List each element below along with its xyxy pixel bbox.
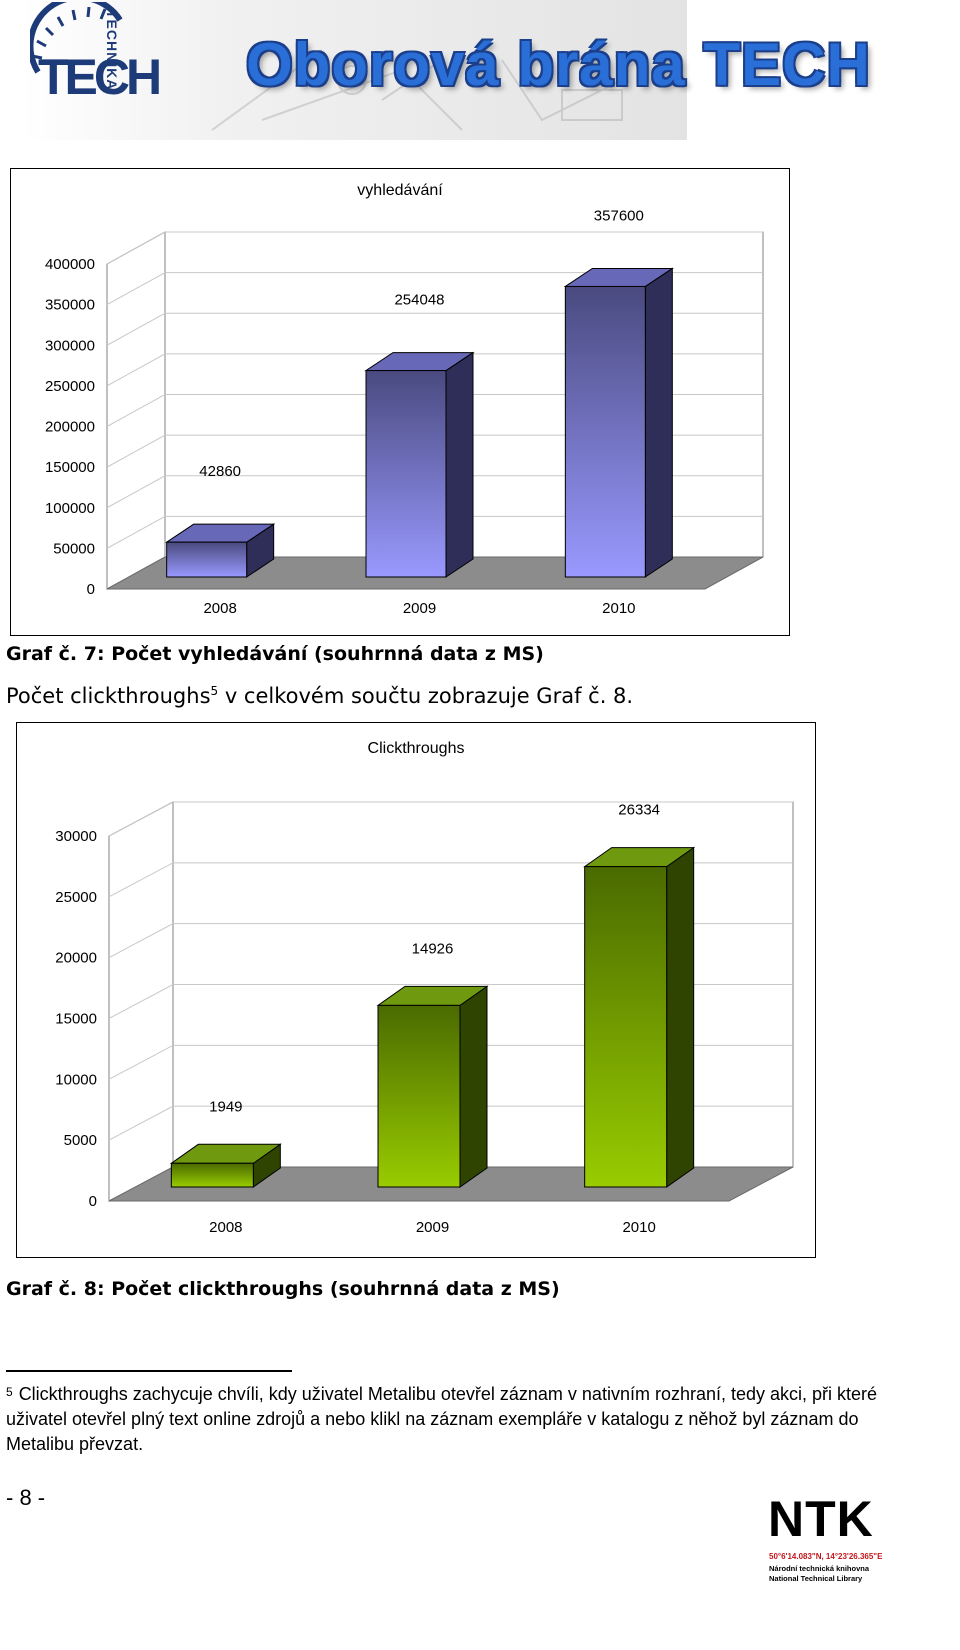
y-tick-label: 0 xyxy=(89,1193,97,1210)
chart-plot: 0 5000 10000 15000 20000 25000 30000 1949 2008 14… xyxy=(55,801,794,1236)
sketch-background xyxy=(211,49,623,131)
y-tick-label: 5000 xyxy=(64,1132,97,1149)
data-label: 357600 xyxy=(594,207,644,224)
y-tick-label: 25000 xyxy=(55,889,97,906)
gridline xyxy=(108,862,793,898)
footnote-divider xyxy=(6,1370,292,1372)
y-tick-label: 200000 xyxy=(45,419,95,436)
y-tick-label: 300000 xyxy=(45,337,95,354)
header-banner xyxy=(22,0,687,140)
x-tick-label: 2008 xyxy=(203,600,236,617)
y-tick-label: 20000 xyxy=(55,950,97,967)
bar-side xyxy=(644,267,673,578)
x-tick-label: 2008 xyxy=(209,1219,242,1236)
footnote-ref[interactable]: 5 xyxy=(210,684,219,698)
chart-plot: 0 50000 100000 150000 200000 250000 300000 3500… xyxy=(45,207,764,617)
ntk-name-en: National Technical Library xyxy=(769,1574,863,1583)
chart-clickthroughs: Clickthroughs 0 5000 10000 15000 20000 25000 3… xyxy=(16,722,816,1258)
bar xyxy=(564,285,646,578)
y-tick-label: 0 xyxy=(87,581,95,598)
banner-title: Oborová brána TECH xyxy=(246,31,871,98)
chart-title: vyhledávání xyxy=(357,182,443,199)
y-tick-label: 50000 xyxy=(53,540,95,557)
gridline xyxy=(106,272,763,306)
data-label: 1949 xyxy=(209,1098,242,1115)
caption-graf-7: Graf č. 7: Počet vyhledávání (souhrnná d… xyxy=(6,643,544,665)
gridline xyxy=(106,515,763,549)
data-label: 254048 xyxy=(394,292,444,309)
body-text-after: v celkovém součtu zobrazuje Graf č. 8. xyxy=(218,684,634,708)
y-tick-label: 350000 xyxy=(45,297,95,314)
caption-graf-8: Graf č. 8: Počet clickthroughs (souhrnná… xyxy=(6,1278,560,1300)
x-tick-label: 2010 xyxy=(602,600,635,617)
y-tick-label: 250000 xyxy=(45,378,95,395)
logo-text: TECH xyxy=(38,49,162,105)
gridline xyxy=(106,231,763,265)
bar xyxy=(166,541,248,578)
y-tick-label: 100000 xyxy=(45,500,95,517)
data-label: 14926 xyxy=(412,940,454,957)
bar-side xyxy=(666,846,695,1188)
bar xyxy=(584,866,668,1188)
y-tick-label: 15000 xyxy=(55,1011,97,1028)
gridline xyxy=(106,312,763,346)
body-text: Počet clickthroughs5 v celkovém součtu z… xyxy=(6,684,633,708)
gridline xyxy=(108,801,793,837)
chart-vyhledavani: vyhledávání 0 50000 100000 150000 200000 2500… xyxy=(10,168,790,636)
gridline xyxy=(106,475,763,509)
x-tick-label: 2010 xyxy=(622,1219,655,1236)
y-tick-label: 30000 xyxy=(55,828,97,845)
bar xyxy=(377,1004,461,1188)
gridline xyxy=(106,394,763,427)
footnote: 5 Clickthroughs zachycuje chvíli, kdy uži… xyxy=(6,1382,926,1457)
x-tick-label: 2009 xyxy=(416,1219,449,1236)
ntk-logo: NTK 50°6'14.083"N, 14°23'26.365"E Národn… xyxy=(768,1490,908,1650)
page-number: - 8 - xyxy=(6,1485,46,1510)
footnote-text: Clickthroughs zachycuje chvíli, kdy uživ… xyxy=(6,1384,878,1454)
tech-logo-icon xyxy=(30,2,123,74)
body-text-before: Počet clickthroughs xyxy=(6,684,211,708)
bar xyxy=(170,1162,254,1188)
ntk-coordinates: 50°6'14.083"N, 14°23'26.365"E xyxy=(769,1552,883,1561)
chart-title: Clickthroughs xyxy=(367,740,465,757)
gridline xyxy=(106,353,763,387)
gridline xyxy=(106,434,763,468)
bar xyxy=(365,370,447,578)
data-label: 42860 xyxy=(199,463,241,480)
y-tick-label: 400000 xyxy=(45,256,95,273)
logo-arc-text: TECHNIKA xyxy=(104,10,120,91)
ntk-name-cz: Národní technická knihovna xyxy=(769,1564,870,1573)
footnote-number: 5 xyxy=(6,1385,13,1399)
ntk-letters: NTK xyxy=(768,1491,874,1547)
y-tick-label: 10000 xyxy=(55,1071,97,1088)
y-tick-label: 150000 xyxy=(45,459,95,476)
data-label: 26334 xyxy=(618,802,660,819)
x-tick-label: 2009 xyxy=(403,600,436,617)
bar-side xyxy=(445,351,474,578)
bar-side xyxy=(459,985,488,1188)
